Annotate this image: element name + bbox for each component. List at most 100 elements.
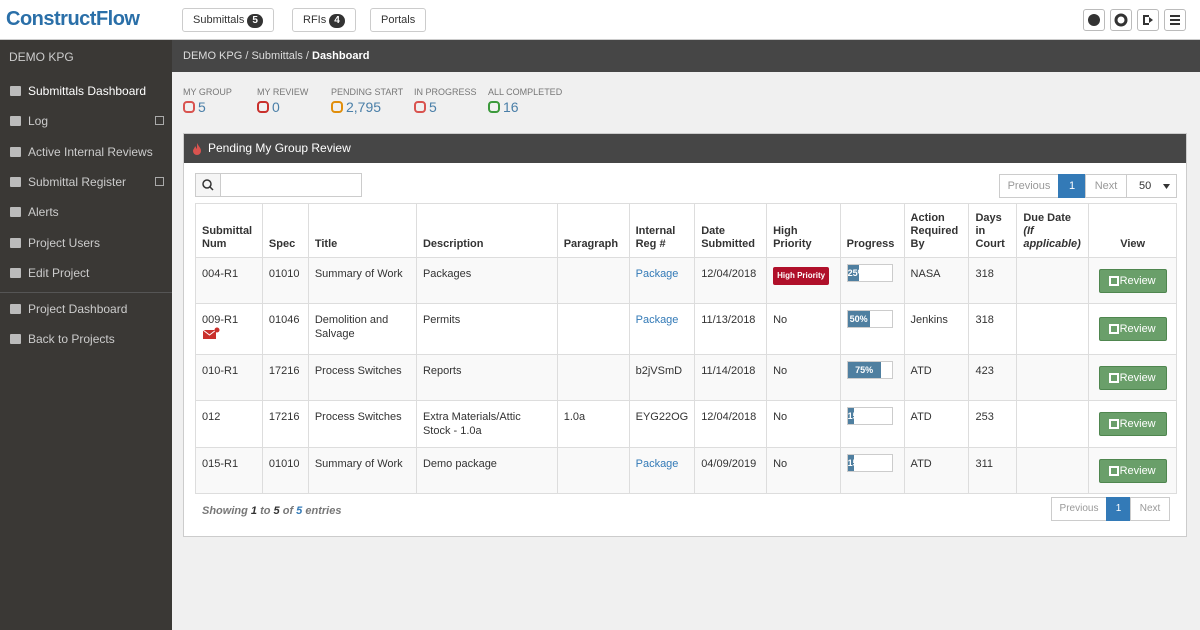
column-header[interactable]: Internal Reg # <box>628 203 696 258</box>
progress-fill: 75% <box>847 362 881 378</box>
cell <box>556 447 630 494</box>
stat-value: 16 <box>503 99 519 115</box>
icon <box>1108 419 1119 429</box>
help-button[interactable] <box>1083 9 1105 31</box>
reg-link[interactable]: Package <box>635 458 679 470</box>
review-label: Review <box>1119 371 1156 384</box>
cell-text: No <box>773 411 788 423</box>
previous-button[interactable]: Previous <box>1051 497 1107 521</box>
nav-button[interactable]: Portals <box>370 8 427 32</box>
nav-button[interactable]: RFIs 4 <box>292 8 356 32</box>
column-label: High Priority <box>773 225 812 250</box>
column-header[interactable]: Progress <box>839 203 905 258</box>
cell: 75% <box>839 354 905 401</box>
column-header[interactable]: Title <box>307 203 417 258</box>
stat-value: 0 <box>272 99 280 115</box>
column-header[interactable]: View <box>1088 203 1177 258</box>
progress-fill: 15% <box>847 408 855 424</box>
sidebar-item[interactable]: Alerts <box>0 197 172 227</box>
table-row: 015-R1 01010 Summary of Work Demo package Pa… <box>195 447 1177 494</box>
progress-label: 15% <box>847 411 855 421</box>
page-size-select[interactable]: 50 <box>1126 174 1177 198</box>
sidebar-label: Submittal Register <box>28 174 127 189</box>
column-header[interactable]: Action Required By <box>903 203 970 258</box>
column-header[interactable]: Days in Court <box>968 203 1018 258</box>
sidebar-item[interactable]: Submittals Dashboard <box>0 76 172 106</box>
cell-text: 17216 <box>268 365 300 377</box>
crumb[interactable]: DEMO KPG <box>183 50 243 62</box>
cell-text: b2jVSmD <box>635 365 683 377</box>
crumb[interactable]: Submittals <box>251 50 303 62</box>
page-button[interactable]: 1 <box>1058 174 1086 198</box>
next-button[interactable]: Next <box>1085 174 1127 198</box>
cell-text: 010-R1 <box>202 365 239 377</box>
column-header[interactable]: Date Submitted <box>694 203 768 258</box>
page-button[interactable]: 1 <box>1106 497 1131 521</box>
header-row: Submittal Num Spec Title Description Paragra… <box>195 203 1177 258</box>
sidebar-label: Submittals Dashboard <box>28 84 147 98</box>
cell: Summary of Work <box>307 447 417 494</box>
reg-link[interactable]: Package <box>635 268 679 280</box>
icon <box>1088 14 1100 26</box>
next-button[interactable]: Next <box>1130 497 1170 521</box>
review-button[interactable]: Review <box>1098 268 1167 293</box>
settings-button[interactable] <box>1110 9 1132 31</box>
column-header[interactable]: Description <box>415 203 558 258</box>
logout-button[interactable] <box>1137 9 1159 31</box>
menu-button[interactable] <box>1164 9 1186 31</box>
cell: 12/04/2018 <box>694 257 768 304</box>
column-header[interactable]: Due Date (If applicable) <box>1016 203 1090 258</box>
sidebar-item[interactable]: Log <box>0 106 172 136</box>
nav-badge: 4 <box>329 14 345 28</box>
cell: EYG22OG <box>628 400 696 448</box>
progress-fill: 50% <box>847 311 870 327</box>
sidebar-item[interactable]: Active Internal Reviews <box>0 137 172 167</box>
table-body: 004-R1 01010 Summary of Work Packages Packag… <box>195 257 1177 494</box>
sidebar-item[interactable]: Back to Projects <box>0 324 172 354</box>
progress-bar: 15% <box>846 407 893 425</box>
sidebar-item[interactable]: Submittal Register <box>0 167 172 197</box>
cell-text: 01046 <box>268 314 300 326</box>
cell-text: NASA <box>910 268 941 280</box>
sidebar-item[interactable]: Project Users <box>0 228 172 258</box>
cell: 17216 <box>261 354 309 401</box>
column-header[interactable]: Spec <box>261 203 309 258</box>
table-head: Submittal Num Spec Title Description Paragra… <box>195 203 1177 258</box>
stat-value: 5 <box>429 99 437 115</box>
table-info: Showing 1 to 5 of 5 entries <box>202 505 341 517</box>
column-header[interactable]: High Priority <box>766 203 841 258</box>
logo[interactable]: ConstructFlow <box>6 8 140 30</box>
search-box[interactable] <box>195 173 362 197</box>
cell: 318 <box>968 303 1018 355</box>
cell: Demo package <box>415 447 558 494</box>
sidebar-label: Log <box>28 114 49 129</box>
cell: 423 <box>968 354 1018 401</box>
sidebar-item[interactable]: Project Dashboard <box>0 294 172 324</box>
info-text: 1 <box>250 505 258 517</box>
cell-text: Summary of Work <box>314 458 403 470</box>
stat-label: PENDING START <box>331 87 404 97</box>
sidebar-item[interactable]: Edit Project <box>0 258 172 288</box>
review-button[interactable]: Review <box>1098 365 1167 390</box>
column-header[interactable]: Submittal Num <box>195 203 263 258</box>
review-label: Review <box>1119 464 1156 477</box>
cell-text: 015-R1 <box>202 458 239 470</box>
previous-button[interactable]: Previous <box>999 174 1059 198</box>
cell: Review <box>1088 303 1177 355</box>
cell-text: 318 <box>975 314 994 326</box>
stat-label: IN PROGRESS <box>414 87 477 97</box>
review-button[interactable]: Review <box>1098 458 1167 483</box>
cell: 25% <box>839 257 905 304</box>
cell: 15% <box>839 400 905 448</box>
reg-link[interactable]: Package <box>635 314 679 326</box>
icon <box>202 179 214 191</box>
nav-button[interactable]: Submittals 5 <box>182 8 274 32</box>
review-button[interactable]: Review <box>1098 412 1167 436</box>
review-button[interactable]: Review <box>1098 317 1167 341</box>
column-note: (If applicable) <box>1023 225 1081 250</box>
cell-text: 12/04/2018 <box>701 268 757 280</box>
column-header[interactable]: Paragraph <box>556 203 630 258</box>
icon <box>193 143 201 155</box>
review-label: Review <box>1119 274 1156 287</box>
